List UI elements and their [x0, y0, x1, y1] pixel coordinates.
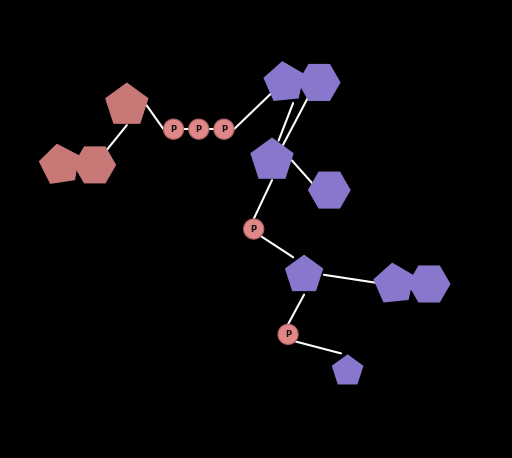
Circle shape	[278, 324, 298, 344]
Polygon shape	[409, 266, 450, 302]
Circle shape	[244, 219, 264, 239]
Polygon shape	[333, 355, 362, 384]
Circle shape	[189, 119, 209, 139]
Circle shape	[163, 119, 184, 139]
Polygon shape	[309, 172, 350, 208]
Polygon shape	[251, 138, 293, 178]
Polygon shape	[39, 145, 78, 183]
Polygon shape	[74, 147, 115, 183]
Polygon shape	[106, 83, 148, 123]
Circle shape	[214, 119, 234, 139]
Polygon shape	[264, 62, 303, 100]
Polygon shape	[374, 263, 413, 302]
Text: P: P	[251, 224, 257, 234]
Polygon shape	[298, 65, 340, 100]
Text: P: P	[196, 125, 202, 134]
Text: P: P	[221, 125, 227, 134]
Text: P: P	[285, 330, 291, 339]
Text: P: P	[170, 125, 177, 134]
Polygon shape	[286, 256, 323, 290]
